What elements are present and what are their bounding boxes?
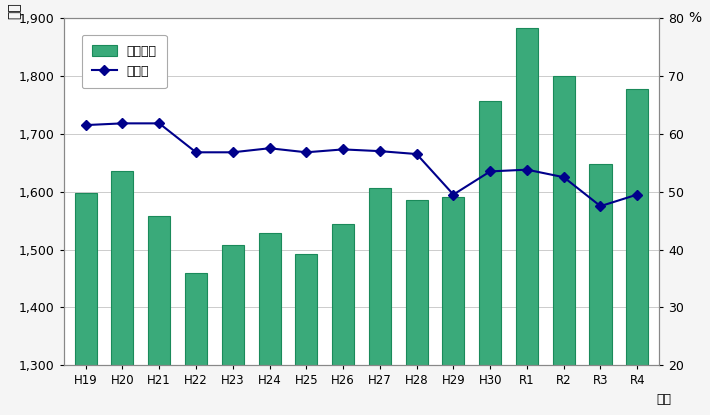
Bar [222, 245, 244, 415]
Bar [368, 188, 391, 415]
Bar [479, 101, 501, 415]
Bar [295, 254, 317, 415]
X-axis label: 年度: 年度 [656, 393, 671, 406]
Bar [75, 193, 97, 415]
Bar [148, 216, 170, 415]
Bar [405, 200, 427, 415]
Bar [185, 273, 207, 415]
Legend: 自主財源, 構成比: 自主財源, 構成比 [82, 35, 167, 88]
Bar [589, 164, 611, 415]
Bar [626, 89, 648, 415]
Y-axis label: 億円: 億円 [8, 2, 22, 20]
Bar [552, 76, 574, 415]
Bar [258, 233, 280, 415]
Bar [516, 28, 538, 415]
Bar [111, 171, 133, 415]
Bar [332, 224, 354, 415]
Bar [442, 198, 464, 415]
Y-axis label: %: % [689, 11, 701, 25]
